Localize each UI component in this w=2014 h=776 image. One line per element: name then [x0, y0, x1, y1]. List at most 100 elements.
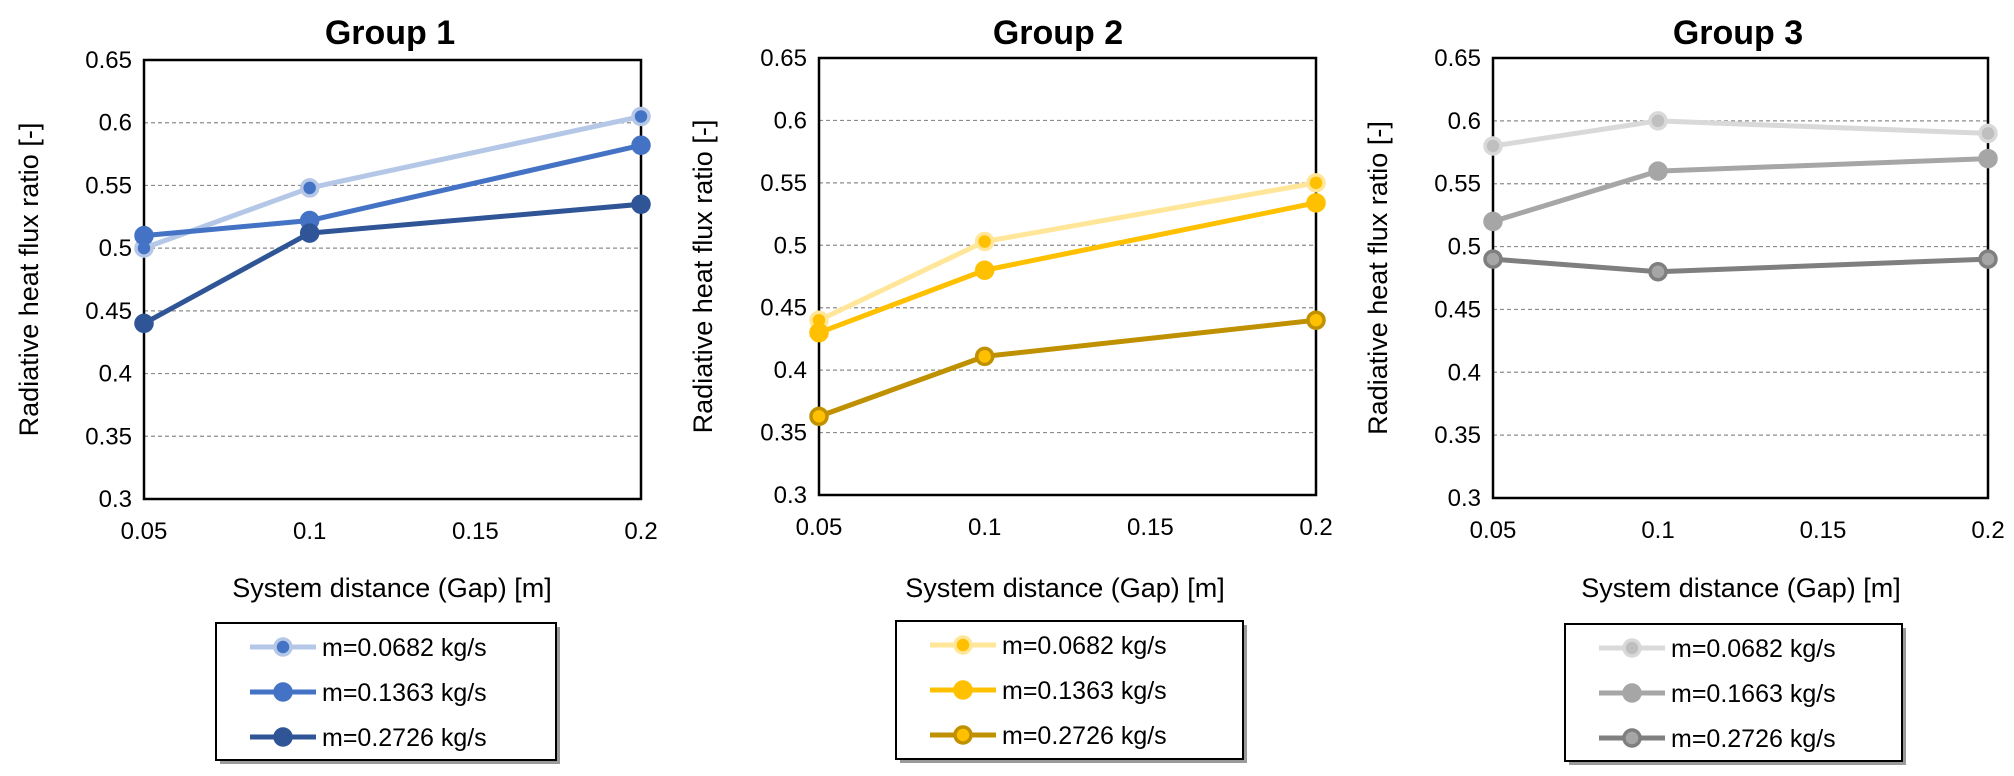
legend-swatch-marker: [953, 680, 973, 700]
data-point: [1483, 249, 1503, 269]
x-tick-label: 0.2: [1971, 517, 2004, 544]
y-tick-label: 0.6: [99, 110, 132, 137]
y-tick-label: 0.4: [774, 357, 807, 384]
y-tick-label: 0.55: [85, 172, 132, 199]
legend-label: m=0.0682 kg/s: [322, 634, 487, 662]
x-tick-label: 0.05: [796, 514, 843, 541]
series-line-3: [1492, 256, 1989, 275]
x-axis-label: System distance (Gap) [m]: [232, 573, 552, 603]
data-point: [631, 106, 651, 127]
chart-title: Group 1: [325, 14, 455, 52]
chart-panel-2: Group 2 0.3 0.35 0.4 0.45 0.5 0.55 0.6 0.65 0.05 0…: [688, 14, 1333, 763]
x-tick-label: 0.15: [452, 518, 499, 545]
x-tick-label: 0.2: [1299, 514, 1332, 541]
legend-label: m=0.1363 kg/s: [322, 679, 487, 707]
x-tick-label: 0.05: [1470, 517, 1517, 544]
y-tick-label: 0.45: [85, 298, 132, 325]
y-tick-label: 0.35: [1434, 422, 1481, 449]
x-axis-label: System distance (Gap) [m]: [1581, 573, 1901, 603]
data-point: [134, 225, 154, 246]
data-point: [631, 135, 651, 156]
legend-label: m=0.1363 kg/s: [1002, 677, 1167, 705]
y-tick-label: 0.3: [774, 482, 807, 509]
legend-swatch-marker: [953, 635, 973, 655]
legend-label: m=0.2726 kg/s: [1671, 725, 1836, 753]
legend-label: m=0.0682 kg/s: [1671, 635, 1836, 663]
x-axis-label: System distance (Gap) [m]: [905, 573, 1225, 603]
data-point: [1306, 173, 1326, 193]
legend: m=0.0682 kg/s m=0.1663 kg/s m=0.2726 kg/s: [1564, 623, 1906, 765]
data-point: [1648, 161, 1668, 181]
legend-swatch-marker: [1622, 728, 1642, 748]
y-tick-label: 0.65: [85, 47, 132, 74]
x-tick-label: 0.15: [1800, 517, 1847, 544]
plot-area: [142, 58, 643, 501]
legend-label: m=0.0682 kg/s: [1002, 632, 1167, 660]
data-point: [974, 260, 995, 281]
y-axis-label: Radiative heat flux ratio [-]: [14, 123, 44, 437]
y-tick-label: 0.5: [774, 232, 807, 259]
x-tick-label: 0.1: [1641, 517, 1674, 544]
y-tick-label: 0.4: [99, 361, 132, 388]
legend-swatch-marker: [1622, 638, 1642, 658]
x-tick-label: 0.15: [1127, 514, 1174, 541]
legend: m=0.0682 kg/s m=0.1363 kg/s m=0.2726 kg/s: [895, 620, 1247, 763]
plot-area: [817, 56, 1318, 497]
series-line-1: [1492, 118, 1989, 149]
chart-panel-3: Group 3 0.3 0.35 0.4 0.45 0.5 0.55 0.6 0.65 0.05 0…: [1363, 14, 2005, 765]
y-tick-label: 0.55: [1434, 171, 1481, 198]
x-tick-label: 0.05: [121, 518, 168, 545]
data-point: [974, 231, 995, 252]
y-tick-label: 0.55: [760, 170, 807, 197]
y-axis-label: Radiative heat flux ratio [-]: [688, 120, 718, 434]
x-tick-label: 0.1: [293, 518, 326, 545]
data-point: [299, 178, 320, 198]
y-tick-label: 0.65: [760, 45, 807, 72]
series-line-2: [818, 200, 1317, 336]
y-tick-label: 0.35: [85, 423, 132, 450]
data-point: [809, 322, 829, 343]
legend-swatch-marker: [953, 725, 973, 745]
data-point: [299, 223, 320, 243]
y-tick-label: 0.6: [1448, 108, 1481, 135]
y-axis-label: Radiative heat flux ratio [-]: [1363, 121, 1393, 435]
y-tick-label: 0.45: [760, 295, 807, 322]
y-tick-label: 0.3: [99, 486, 132, 513]
series-line-3: [818, 317, 1317, 419]
data-point: [1978, 148, 1998, 169]
legend-label: m=0.2726 kg/s: [1002, 722, 1167, 750]
legend: m=0.0682 kg/s m=0.1363 kg/s m=0.2726 kg/s: [215, 622, 560, 764]
y-tick-label: 0.45: [1434, 296, 1481, 323]
chart-title: Group 3: [1673, 14, 1803, 52]
y-tick-label: 0.5: [1448, 234, 1481, 261]
data-point: [134, 313, 154, 334]
x-tick-label: 0.2: [624, 518, 657, 545]
y-tick-label: 0.4: [1448, 359, 1481, 386]
data-point: [1306, 310, 1326, 330]
legend-swatch-marker: [273, 637, 293, 657]
y-tick-label: 0.35: [760, 420, 807, 447]
legend-swatch-marker: [1622, 683, 1642, 703]
x-tick-label: 0.1: [968, 514, 1001, 541]
y-tick-label: 0.5: [99, 235, 132, 262]
legend-swatch-marker: [273, 682, 293, 702]
data-point: [1483, 211, 1503, 232]
legend-swatch-marker: [273, 727, 293, 747]
data-point: [1648, 261, 1668, 282]
chart-panel-1: Group 1 0.3 0.35 0.4 0.45 0.5 0.55 0.6 0.65 0.05 0…: [14, 14, 658, 764]
legend-label: m=0.2726 kg/s: [322, 724, 487, 752]
data-point: [1306, 193, 1326, 213]
data-point: [1483, 136, 1503, 156]
data-point: [1978, 123, 1998, 144]
data-point: [631, 194, 651, 214]
chart-title: Group 2: [993, 14, 1123, 52]
plot-area: [1491, 56, 1990, 500]
data-point: [974, 346, 995, 367]
legend-label: m=0.1663 kg/s: [1671, 680, 1836, 708]
data-point: [1648, 111, 1668, 131]
data-point: [809, 406, 829, 427]
y-tick-label: 0.3: [1448, 485, 1481, 512]
y-tick-label: 0.6: [774, 107, 807, 134]
series-line-2: [1492, 156, 1989, 224]
